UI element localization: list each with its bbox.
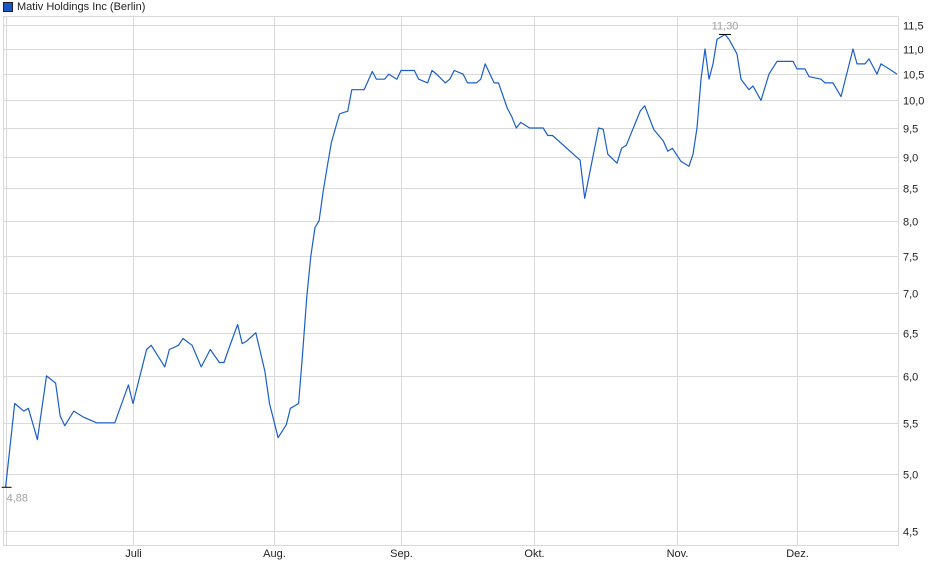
y-tick-label: 6,5 [903, 329, 918, 341]
price-line [5, 33, 898, 488]
y-tick-label: 7,5 [903, 252, 918, 264]
plot-frame [3, 16, 899, 546]
y-tick-label: 9,0 [903, 153, 918, 165]
y-tick-label: 8,5 [903, 184, 918, 196]
max-label: 11,30 [712, 20, 739, 32]
y-tick-label: 5,5 [903, 419, 918, 431]
legend-label: Mativ Holdings Inc (Berlin) [17, 1, 146, 13]
x-tick-label: Nov. [667, 548, 689, 560]
chart-legend: Mativ Holdings Inc (Berlin) [3, 0, 145, 14]
y-tick-label: 10,5 [903, 70, 924, 82]
x-tick-label: Juli [125, 548, 142, 560]
y-tick-label: 6,0 [903, 372, 918, 384]
y-tick-label: 10,0 [903, 96, 924, 108]
y-tick-label: 11,5 [903, 21, 924, 33]
x-tick-label: Okt. [524, 548, 544, 560]
y-tick-label: 5,0 [903, 470, 918, 482]
y-tick-label: 8,0 [903, 217, 918, 229]
y-tick-label: 4,5 [903, 527, 918, 539]
y-tick-label: 7,0 [903, 289, 918, 301]
min-label: 4,88 [7, 492, 28, 504]
x-tick-label: Sep. [390, 548, 413, 560]
y-tick-label: 9,5 [903, 124, 918, 136]
x-tick-label: Aug. [263, 548, 286, 560]
legend-swatch [3, 2, 13, 12]
y-tick-label: 11,0 [903, 45, 924, 57]
x-tick-label: Dez. [786, 548, 809, 560]
